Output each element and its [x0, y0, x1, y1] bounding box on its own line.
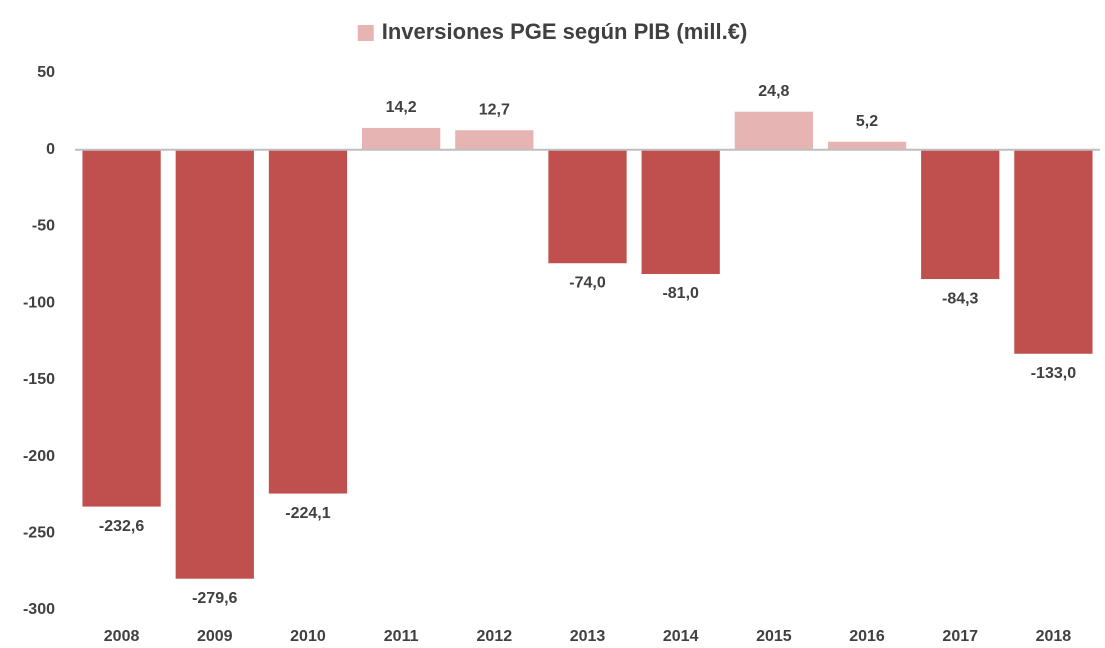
x-tick-label: 2010	[290, 628, 326, 645]
y-tick-label: -50	[32, 218, 55, 235]
bar	[1014, 149, 1093, 354]
data-label: -232,6	[99, 518, 144, 535]
bar	[827, 141, 907, 150]
y-tick-label: 50	[37, 64, 55, 81]
bar	[268, 149, 348, 494]
y-tick-label: -200	[23, 448, 55, 465]
bar	[641, 149, 720, 274]
x-tick-label: 2011	[384, 628, 419, 645]
data-label: 24,8	[758, 83, 789, 100]
x-tick-label: 2008	[104, 628, 140, 645]
bar	[362, 127, 441, 150]
data-label: -84,3	[942, 290, 979, 307]
bar	[548, 149, 627, 264]
data-label: 5,2	[856, 113, 878, 130]
x-tick-label: 2014	[663, 628, 699, 645]
bar	[921, 149, 1000, 280]
y-tick-label: -250	[23, 525, 55, 542]
y-tick-label: 0	[46, 141, 55, 158]
data-label: -81,0	[662, 285, 699, 302]
y-tick-label: -150	[23, 371, 55, 388]
data-label: -74,0	[569, 274, 606, 291]
x-tick-label: 2016	[849, 628, 885, 645]
bar	[82, 149, 161, 507]
x-tick-label: 2015	[756, 628, 792, 645]
data-label: 12,7	[479, 101, 510, 118]
x-tick-label: 2018	[1036, 628, 1072, 645]
data-label: 14,2	[386, 99, 417, 116]
bar	[455, 130, 534, 150]
legend-label: Inversiones PGE según PIB (mill.€)	[382, 19, 748, 44]
data-label: -133,0	[1031, 365, 1076, 382]
bar	[734, 111, 813, 150]
y-tick-label: -300	[23, 601, 55, 618]
y-tick-label: -100	[23, 294, 55, 311]
x-tick-label: 2009	[197, 628, 233, 645]
bar	[175, 149, 254, 579]
data-label: -279,6	[192, 590, 237, 607]
x-tick-label: 2013	[570, 628, 606, 645]
data-label: -224,1	[285, 505, 330, 522]
legend-swatch	[357, 25, 374, 41]
x-tick-label: 2017	[942, 628, 978, 645]
x-tick-label: 2012	[477, 628, 513, 645]
